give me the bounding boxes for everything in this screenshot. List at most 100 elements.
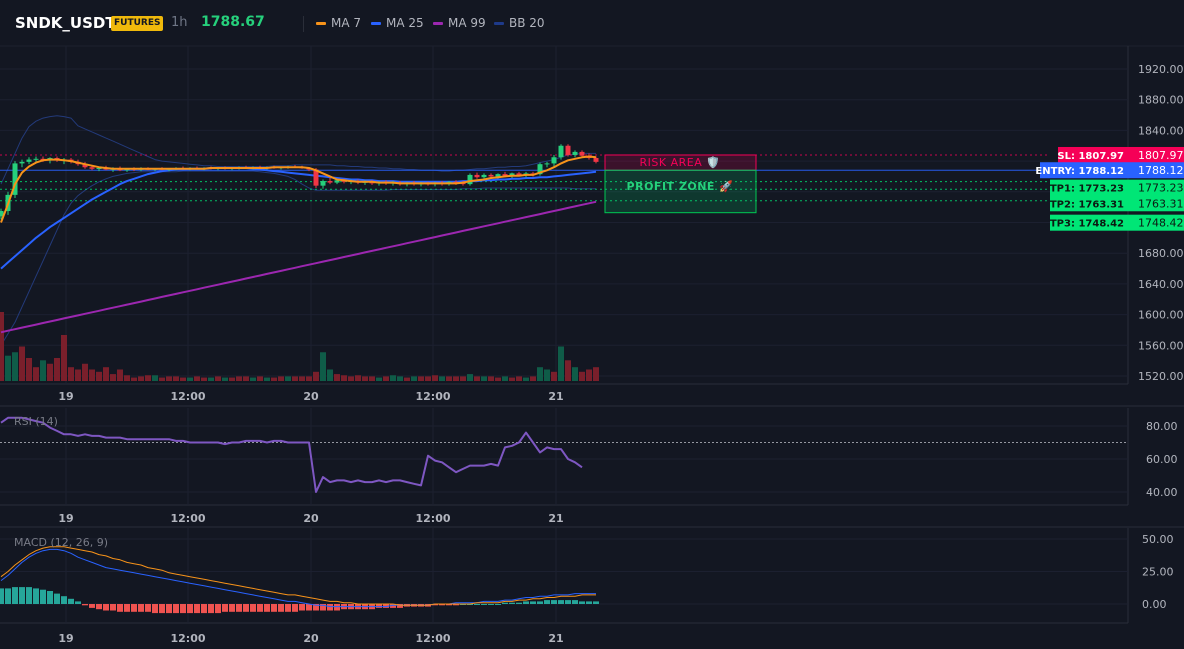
volume-bar [117, 369, 123, 381]
volume-bar [159, 377, 165, 381]
time-tick-label: 12:00 [415, 512, 450, 525]
volume-bar [54, 358, 60, 381]
volume-bar [47, 363, 53, 381]
macd-histogram-bar [537, 601, 543, 604]
macd-histogram-bar [12, 587, 18, 604]
volume-bar [544, 369, 550, 381]
volume-bar [243, 376, 249, 381]
ma7-line [0, 155, 597, 223]
time-tick-label: 21 [548, 632, 563, 645]
volume-bar [208, 377, 214, 381]
macd-histogram-bar [68, 598, 74, 604]
level-label-3: TP2: 1763.31 [1050, 199, 1124, 210]
macd-histogram-bar [110, 604, 116, 611]
candle-body [96, 168, 102, 170]
price-tick-label: 1640.00 [1138, 278, 1184, 291]
ma7-swatch [316, 21, 326, 25]
macd-histogram-bar [180, 604, 186, 614]
rsi-tick-label: 60.00 [1146, 453, 1178, 466]
macd-histogram-bar [439, 604, 445, 606]
time-tick-label: 19 [58, 632, 73, 645]
level-badge-4 [1050, 214, 1184, 231]
chart-header: SNDK_USDT FUTURES 1h 1788.67 MA 7 MA 25 … [0, 0, 1184, 46]
volume-bar [173, 376, 179, 381]
volume-bar [404, 377, 410, 381]
legend-bb20[interactable]: BB 20 [494, 16, 545, 30]
candle-body [481, 174, 487, 178]
macd-histogram-bar [61, 596, 67, 604]
candle-body [453, 181, 459, 183]
volume-bar [285, 376, 291, 381]
macd-histogram-bar [222, 604, 228, 612]
macd-histogram-bar [488, 604, 494, 605]
volume-bar [481, 376, 487, 381]
macd-histogram-bar [502, 602, 508, 604]
volume-bar [201, 377, 207, 381]
macd-histogram-bar [446, 604, 452, 606]
volume-bar [110, 374, 116, 381]
ma25-line [0, 167, 597, 270]
candle-body [327, 181, 333, 183]
time-tick-label: 20 [303, 390, 319, 403]
macd-histogram-bar [579, 601, 585, 604]
macd-histogram-bar [124, 604, 130, 612]
macd-tick-label: 25.00 [1142, 566, 1174, 579]
legend-ma7[interactable]: MA 7 [316, 16, 361, 30]
level-price-0: 1807.97 [1138, 149, 1184, 162]
macd-histogram-bar [201, 604, 207, 614]
volume-bar [145, 375, 151, 381]
time-tick-label: 12:00 [415, 632, 450, 645]
candle-body [516, 173, 522, 175]
rsi-line [0, 416, 583, 493]
volume-bar [152, 375, 158, 381]
level-price-3: 1763.31 [1138, 197, 1184, 210]
time-tick-label: 12:00 [170, 632, 205, 645]
price-tick-label: 1880.00 [1138, 94, 1184, 107]
level-label-1: ENTRY: 1788.12 [1035, 166, 1124, 177]
time-tick-label: 12:00 [170, 390, 205, 403]
symbol-title[interactable]: SNDK_USDT [15, 14, 116, 32]
volume-bar [82, 363, 88, 381]
candle-body [313, 169, 319, 186]
time-tick-label: 20 [303, 632, 319, 645]
volume-bar [425, 376, 431, 381]
candle-body [474, 174, 480, 178]
candle-body [558, 145, 564, 158]
volume-bar [180, 377, 186, 381]
macd-line [0, 548, 596, 608]
macd-histogram-bar [96, 604, 102, 610]
macd-histogram-bar [0, 588, 4, 604]
legend-ma25[interactable]: MA 25 [371, 16, 424, 30]
bb20-swatch [494, 21, 504, 25]
macd-histogram-bar [334, 604, 340, 611]
volume-bar [278, 376, 284, 381]
level-badge-3 [1050, 195, 1184, 212]
last-price: 1788.67 [201, 14, 265, 30]
candle-body [19, 161, 25, 164]
volume-bar [124, 375, 130, 381]
macd-histogram-bar [47, 591, 53, 604]
macd-histogram-bar [54, 593, 60, 604]
price-tick-label: 1680.00 [1138, 247, 1184, 260]
macd-histogram-bar [306, 604, 312, 611]
ma99-swatch [433, 21, 443, 25]
volume-bar [61, 335, 67, 381]
volume-bar [418, 376, 424, 381]
level-label-2: TP1: 1773.23 [1050, 184, 1124, 195]
legend-ma99[interactable]: MA 99 [433, 16, 486, 30]
timeframe-selector[interactable]: 1h [171, 15, 188, 30]
risk-area-label: RISK AREA 🛡️ [640, 156, 721, 169]
price-tick-label: 1840.00 [1138, 124, 1184, 137]
candle-body [537, 164, 543, 175]
volume-bar [509, 377, 515, 381]
time-tick-label: 21 [548, 512, 563, 525]
volume-bar [432, 375, 438, 381]
macd-histogram-bar [474, 604, 480, 605]
level-price-4: 1748.42 [1138, 217, 1184, 230]
volume-bar [439, 376, 445, 381]
macd-histogram-bar [187, 604, 193, 614]
volume-bar [495, 377, 501, 381]
candle-body [579, 151, 585, 156]
rsi-tick-label: 40.00 [1146, 486, 1178, 499]
